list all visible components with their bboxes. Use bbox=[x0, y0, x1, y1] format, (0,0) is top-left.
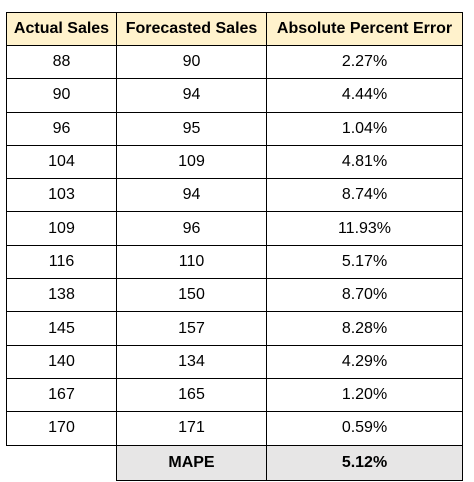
percent-error-cell: 8.70% bbox=[266, 278, 463, 313]
header-actual-sales: Actual Sales bbox=[6, 12, 117, 46]
table-row: 116 110 5.17% bbox=[6, 244, 463, 280]
header-forecasted-sales: Forecasted Sales bbox=[116, 12, 267, 46]
percent-error-cell: 0.59% bbox=[266, 411, 463, 446]
forecasted-sales-cell: 150 bbox=[116, 278, 267, 313]
actual-sales-cell: 116 bbox=[6, 244, 117, 280]
table-row: 170 171 0.59% bbox=[6, 411, 463, 446]
header-absolute-percent-error: Absolute Percent Error bbox=[266, 12, 463, 46]
summary-blank-cell bbox=[6, 445, 117, 481]
actual-sales-cell: 88 bbox=[6, 44, 117, 80]
percent-error-cell: 4.44% bbox=[266, 78, 463, 113]
forecasted-sales-cell: 165 bbox=[116, 377, 267, 413]
actual-sales-cell: 167 bbox=[6, 377, 117, 413]
percent-error-cell: 8.28% bbox=[266, 311, 463, 346]
forecasted-sales-cell: 95 bbox=[116, 111, 267, 146]
table-row: 96 95 1.04% bbox=[6, 111, 463, 146]
table-row: 103 94 8.74% bbox=[6, 178, 463, 213]
actual-sales-cell: 145 bbox=[6, 311, 117, 346]
actual-sales-cell: 104 bbox=[6, 144, 117, 180]
actual-sales-cell: 96 bbox=[6, 111, 117, 146]
table-header: Actual Sales Forecasted Sales Absolute P… bbox=[6, 12, 463, 46]
forecasted-sales-cell: 94 bbox=[116, 78, 267, 113]
table-row: 90 94 4.44% bbox=[6, 78, 463, 113]
percent-error-cell: 5.17% bbox=[266, 244, 463, 280]
forecasted-sales-cell: 157 bbox=[116, 311, 267, 346]
forecasted-sales-cell: 134 bbox=[116, 344, 267, 379]
percent-error-cell: 2.27% bbox=[266, 44, 463, 80]
actual-sales-cell: 140 bbox=[6, 344, 117, 379]
table-row: 140 134 4.29% bbox=[6, 344, 463, 379]
forecasted-sales-cell: 96 bbox=[116, 211, 267, 246]
table-body: 88 90 2.27% 90 94 4.44% 96 95 1.04% 104 109 4.81% 10… bbox=[6, 44, 463, 481]
table-row: 145 157 8.28% bbox=[6, 311, 463, 346]
percent-error-cell: 8.74% bbox=[266, 178, 463, 213]
forecasted-sales-cell: 171 bbox=[116, 411, 267, 446]
summary-row: MAPE 5.12% bbox=[6, 444, 463, 481]
forecasted-sales-cell: 90 bbox=[116, 44, 267, 80]
table-row: 138 150 8.70% bbox=[6, 278, 463, 313]
actual-sales-cell: 90 bbox=[6, 78, 117, 113]
forecasted-sales-cell: 109 bbox=[116, 144, 267, 180]
forecasted-sales-cell: 110 bbox=[116, 244, 267, 280]
percent-error-cell: 11.93% bbox=[266, 211, 463, 246]
header-row: Actual Sales Forecasted Sales Absolute P… bbox=[6, 12, 463, 46]
actual-sales-cell: 103 bbox=[6, 178, 117, 213]
actual-sales-cell: 138 bbox=[6, 278, 117, 313]
summary-value: 5.12% bbox=[266, 444, 463, 481]
table-row: 88 90 2.27% bbox=[6, 44, 463, 80]
table-row: 104 109 4.81% bbox=[6, 144, 463, 180]
percent-error-cell: 1.20% bbox=[266, 377, 463, 413]
percent-error-cell: 4.81% bbox=[266, 144, 463, 180]
table-row: 109 96 11.93% bbox=[6, 211, 463, 246]
percent-error-cell: 1.04% bbox=[266, 111, 463, 146]
actual-sales-cell: 170 bbox=[6, 411, 117, 446]
percent-error-cell: 4.29% bbox=[266, 344, 463, 379]
forecasted-sales-cell: 94 bbox=[116, 178, 267, 213]
actual-sales-cell: 109 bbox=[6, 211, 117, 246]
table-row: 167 165 1.20% bbox=[6, 377, 463, 413]
mape-table: Actual Sales Forecasted Sales Absolute P… bbox=[6, 12, 463, 481]
summary-label: MAPE bbox=[116, 444, 267, 481]
